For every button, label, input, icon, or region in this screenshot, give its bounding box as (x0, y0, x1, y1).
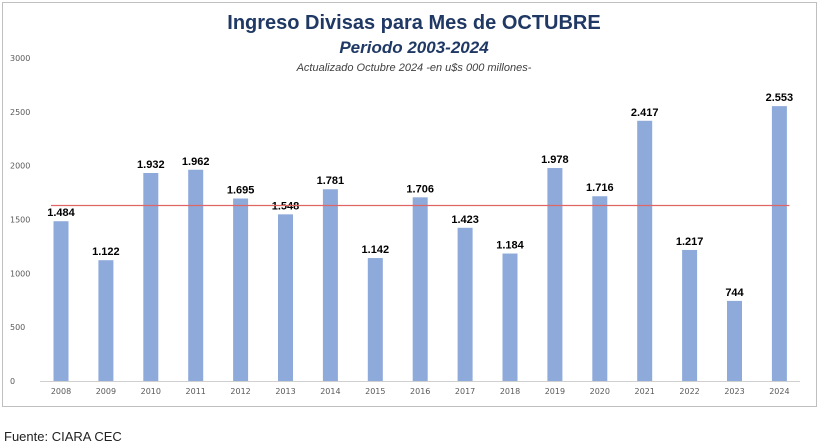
bar (547, 168, 563, 381)
bar (637, 120, 653, 382)
bar (771, 106, 787, 381)
x-tick-label: 2012 (230, 387, 250, 396)
x-tick-label: 2022 (679, 387, 699, 396)
x-tick-label: 2015 (365, 387, 385, 396)
bar-value-label: 744 (725, 287, 744, 299)
x-tick-label: 2014 (320, 387, 340, 396)
bar (457, 227, 473, 381)
bar-value-label: 1.484 (47, 207, 75, 219)
chart-subtitle: Periodo 2003-2024 (339, 38, 489, 57)
y-tick-label: 3000 (10, 54, 30, 63)
bar (98, 260, 114, 381)
bar-value-label: 2.417 (631, 107, 659, 119)
y-tick-label: 2500 (10, 108, 30, 117)
chart-title: Ingreso Divisas para Mes de OCTUBRE (227, 12, 601, 34)
bar-value-label: 2.553 (766, 92, 794, 104)
y-tick-label: 1500 (10, 216, 30, 225)
bar-value-label: 1.962 (182, 156, 210, 168)
y-tick-label: 500 (10, 323, 25, 332)
x-tick-label: 2016 (410, 387, 430, 396)
bar-value-label: 1.142 (362, 244, 390, 256)
x-tick-label: 2008 (51, 387, 71, 396)
x-tick-label: 2011 (186, 387, 206, 396)
y-tick-label: 1000 (10, 269, 30, 278)
y-tick-label: 2000 (10, 162, 30, 171)
bar (233, 198, 249, 381)
chart-note: Actualizado Octubre 2024 -en u$s 000 mil… (296, 62, 532, 74)
bar-value-label: 1.217 (676, 236, 704, 248)
bar-value-label: 1.706 (406, 183, 434, 195)
bar (322, 189, 338, 381)
y-tick-label: 0 (10, 377, 15, 386)
x-tick-label: 2013 (275, 387, 295, 396)
x-tick-label: 2021 (635, 387, 655, 396)
chart-frame (2, 2, 817, 407)
bar-value-label: 1.695 (227, 185, 255, 197)
x-tick-label: 2010 (141, 387, 161, 396)
x-tick-label: 2023 (724, 387, 744, 396)
bar-value-label: 1.548 (272, 200, 300, 212)
x-tick-label: 2020 (590, 387, 610, 396)
x-tick-label: 2024 (769, 387, 789, 396)
bar (592, 196, 608, 381)
bar (53, 221, 69, 381)
bar (412, 197, 428, 381)
x-tick-label: 2017 (455, 387, 475, 396)
bar (278, 214, 293, 381)
bar (143, 172, 159, 381)
bar-value-label: 1.781 (317, 175, 345, 187)
bar-value-label: 1.184 (496, 240, 524, 252)
bar-value-label: 1.716 (586, 182, 614, 194)
bar (367, 258, 383, 381)
x-tick-label: 2018 (500, 387, 520, 396)
bar (188, 169, 204, 381)
bar-value-label: 1.978 (541, 154, 569, 166)
bar (502, 253, 518, 381)
bar-chart: 0 500 1000 1500 2000 2500 3000 1.484 2008 1.122 20… (10, 54, 800, 396)
bar-value-label: 1.932 (137, 159, 165, 171)
x-tick-label: 2009 (96, 387, 116, 396)
bar (682, 249, 698, 381)
source-caption: Fuente: CIARA CEC (4, 429, 122, 444)
x-tick-label: 2019 (545, 387, 565, 396)
bar-value-label: 1.423 (451, 214, 479, 226)
bar (727, 300, 742, 381)
bar-value-label: 1.122 (92, 246, 120, 258)
